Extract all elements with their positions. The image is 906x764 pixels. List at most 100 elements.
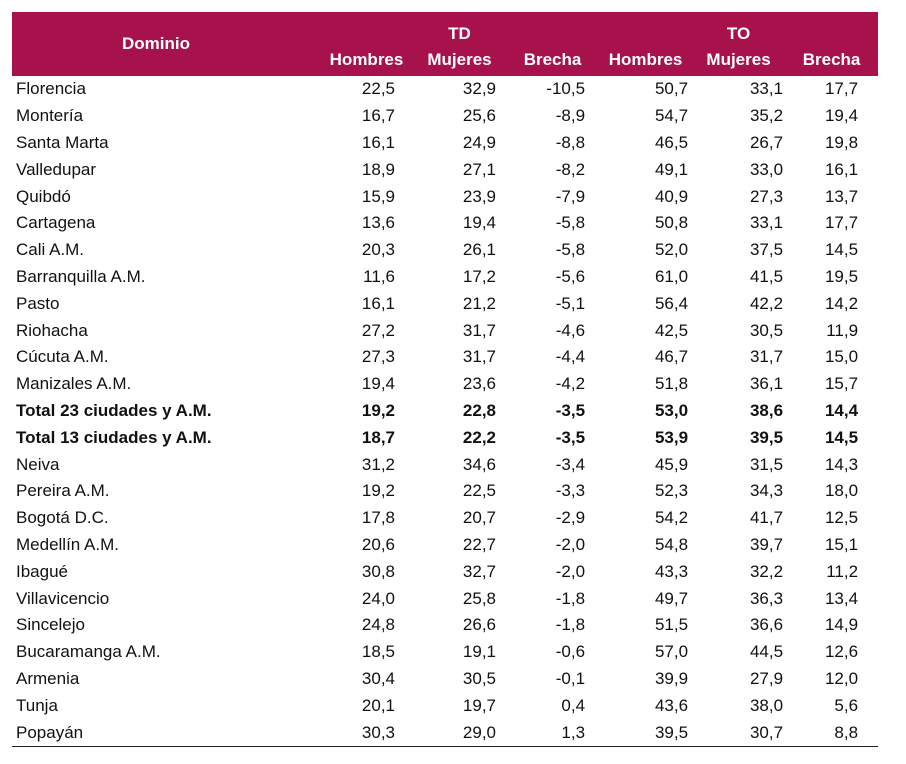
cell-to-hombres: 50,7	[654, 79, 689, 99]
table-row: Ibagué 30,8 32,7 -2,0 43,3 32,2 11,2	[12, 558, 878, 585]
cell-dominio: Cartagena	[16, 213, 96, 233]
cell-td-brecha: 0,4	[561, 695, 586, 715]
cell-to-brecha: 11,9	[826, 320, 859, 340]
cell-td-mujeres: 31,7	[462, 320, 496, 340]
cell-td-mujeres: 25,6	[462, 106, 496, 126]
cell-to-mujeres: 41,5	[749, 266, 784, 286]
table-row: Popayán 30,3 29,0 1,3 39,5 30,7 8,8	[12, 719, 879, 747]
cell-td-hombres: 27,2	[361, 320, 395, 340]
cell-to-hombres: 57,0	[654, 642, 689, 662]
cell-dominio: Quibdó	[16, 186, 71, 206]
cell-dominio: Barranquilla A.M.	[16, 266, 146, 286]
cell-td-hombres: 18,7	[361, 427, 395, 447]
cell-td-brecha: -3,4	[555, 454, 586, 474]
cell-td-brecha: -8,9	[555, 106, 586, 126]
cell-to-brecha: 13,7	[824, 186, 859, 206]
cell-td-hombres: 16,1	[361, 132, 395, 152]
cell-td-mujeres: 32,9	[462, 79, 496, 99]
cell-td-hombres: 24,0	[361, 588, 395, 608]
table-row: Quibdó 15,9 23,9 -7,9 40,9 27,3 13,7	[12, 183, 878, 210]
cell-to-mujeres: 33,0	[749, 159, 784, 179]
table-row: Barranquilla A.M. 11,6 17,2 -5,6 61,0 41,5 19,…	[12, 264, 878, 291]
cell-to-hombres: 56,4	[654, 293, 689, 313]
cell-td-hombres: 24,8	[361, 615, 395, 635]
table-row: Cali A.M. 20,3 26,1 -5,8 52,0 37,5 14,5	[12, 237, 878, 264]
cell-to-hombres: 50,8	[654, 213, 689, 233]
cell-td-mujeres: 23,9	[462, 186, 496, 206]
cell-td-brecha: -3,3	[555, 481, 586, 501]
cell-td-brecha: -5,8	[555, 240, 586, 260]
cell-to-brecha: 19,8	[824, 132, 859, 152]
cell-td-mujeres: 32,7	[462, 561, 496, 581]
cell-td-hombres: 19,4	[361, 374, 395, 394]
cell-dominio: Cúcuta A.M.	[16, 347, 109, 367]
header-td-hombres: Hombres	[320, 44, 413, 76]
table-row: Pasto 16,1 21,2 -5,1 56,4 42,2 14,2	[12, 290, 878, 317]
header-to-mujeres: Mujeres	[692, 44, 786, 76]
cell-td-hombres: 20,1	[361, 695, 395, 715]
cell-to-hombres: 51,5	[654, 615, 689, 635]
table-row: Montería 16,7 25,6 -8,9 54,7 35,2 19,4	[12, 103, 878, 130]
cell-td-mujeres: 22,8	[462, 400, 496, 420]
cell-to-brecha: 15,1	[824, 534, 859, 554]
table-row: Neiva 31,2 34,6 -3,4 45,9 31,5 14,3	[12, 451, 878, 478]
cell-td-brecha: -2,9	[555, 508, 586, 528]
cell-td-mujeres: 19,1	[462, 642, 496, 662]
cell-dominio: Total 23 ciudades y A.M.	[16, 400, 212, 420]
cell-to-brecha: 13,4	[824, 588, 859, 608]
table-row: Total 13 ciudades y A.M. 18,7 22,2 -3,5 53,9…	[12, 424, 878, 451]
table-row: Total 23 ciudades y A.M. 19,2 22,8 -3,5 53,0…	[12, 398, 878, 425]
cell-to-brecha: 14,3	[824, 454, 859, 474]
cell-td-hombres: 18,5	[361, 642, 395, 662]
cell-td-hombres: 30,3	[320, 719, 413, 747]
cell-td-mujeres: 25,8	[462, 588, 496, 608]
cell-dominio: Pereira A.M.	[16, 481, 110, 501]
cell-td-hombres: 27,3	[361, 347, 395, 367]
cell-td-hombres: 19,2	[361, 481, 395, 501]
cell-dominio: Sincelejo	[16, 615, 85, 635]
cell-to-mujeres: 36,6	[749, 615, 784, 635]
table-row: Tunja 20,1 19,7 0,4 43,6 38,0 5,6	[12, 692, 878, 719]
cell-td-brecha: -3,5	[555, 400, 586, 420]
cell-td-mujeres: 22,7	[462, 534, 496, 554]
cell-to-hombres: 46,5	[654, 132, 689, 152]
cell-to-hombres: 42,5	[654, 320, 689, 340]
cell-td-brecha: 1,3	[506, 719, 600, 747]
cell-td-mujeres: 34,6	[462, 454, 496, 474]
cell-to-brecha: 16,1	[824, 159, 859, 179]
table-row: Sincelejo 24,8 26,6 -1,8 51,5 36,6 14,9	[12, 612, 878, 639]
table-row: Villavicencio 24,0 25,8 -1,8 49,7 36,3 13,4	[12, 585, 878, 612]
cell-td-mujeres: 22,5	[462, 481, 496, 501]
cell-to-mujeres: 33,1	[749, 79, 784, 99]
cell-to-mujeres: 38,6	[749, 400, 784, 420]
cell-td-mujeres: 29,0	[413, 719, 506, 747]
cell-to-hombres: 45,9	[654, 454, 689, 474]
header-to-brecha: Brecha	[785, 44, 879, 76]
cell-dominio: Medellín A.M.	[16, 534, 119, 554]
cell-dominio: Valledupar	[16, 159, 97, 179]
cell-dominio: Santa Marta	[16, 132, 109, 152]
cell-to-hombres: 54,7	[654, 106, 689, 126]
cell-dominio: Ibagué	[16, 561, 68, 581]
cell-td-mujeres: 20,7	[462, 508, 496, 528]
table-row: Florencia 22,5 32,9 -10,5 50,7 33,1 17,7	[12, 76, 878, 103]
cell-td-brecha: -0,1	[555, 668, 586, 688]
cell-dominio: Manizales A.M.	[16, 374, 132, 394]
header-group-td: TD	[320, 12, 600, 44]
cell-td-mujeres: 22,2	[462, 427, 496, 447]
cell-to-hombres: 61,0	[654, 266, 689, 286]
cell-to-mujeres: 37,5	[749, 240, 784, 260]
cell-to-mujeres: 41,7	[749, 508, 784, 528]
cell-to-hombres: 53,9	[654, 427, 689, 447]
table-body: Florencia 22,5 32,9 -10,5 50,7 33,1 17,7 Monter…	[12, 76, 879, 747]
cell-td-brecha: -5,8	[555, 213, 586, 233]
cell-to-hombres: 39,5	[599, 719, 693, 747]
table-row: Medellín A.M. 20,6 22,7 -2,0 54,8 39,7 15,1	[12, 532, 878, 559]
cell-to-brecha: 5,6	[834, 695, 859, 715]
cell-td-brecha: -1,8	[555, 615, 586, 635]
table-row: Santa Marta 16,1 24,9 -8,8 46,5 26,7 19,8	[12, 130, 878, 157]
cell-td-mujeres: 19,7	[462, 695, 496, 715]
cell-to-brecha: 14,5	[824, 427, 859, 447]
cell-td-hombres: 19,2	[361, 400, 395, 420]
cell-td-brecha: -4,2	[555, 374, 586, 394]
